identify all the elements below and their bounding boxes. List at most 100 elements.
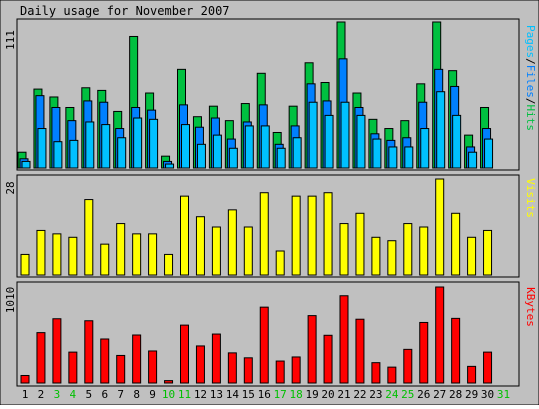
hits-files-pages-ylabel-text-part: /: [524, 58, 537, 65]
visits-bar-day-29: [467, 236, 477, 276]
kbytes-bar-day-27: [435, 286, 445, 384]
kbytes-bar-day-17: [275, 360, 285, 384]
pages-bar-day-11: [181, 124, 190, 169]
day-label-5: 5: [85, 388, 92, 401]
day-label-13: 13: [210, 388, 223, 401]
kbytes-bar-day-20: [323, 334, 333, 384]
pages-bar-day-12: [196, 143, 206, 169]
hits-files-pages-ylabel-text-part: Files: [524, 65, 537, 98]
visits-ylabel-text-part: Visits: [524, 178, 537, 218]
kbytes-bar-day-19: [307, 315, 317, 384]
visits-bar-day-11: [180, 195, 189, 276]
kbytes-bar-day-3: [52, 318, 62, 384]
visits-bar-day-28: [451, 212, 461, 276]
hits-files-pages-ylabel: Pages/Files/Hits: [524, 25, 537, 131]
pages-bar-day-25: [404, 146, 414, 169]
day-label-31: 31: [497, 388, 510, 401]
day-label-24: 24: [385, 388, 399, 401]
day-label-10: 10: [162, 388, 175, 401]
visits-ylabel: Visits: [524, 178, 537, 218]
visits-bar-day-15: [243, 226, 253, 276]
kbytes-bar-day-1: [20, 374, 30, 384]
kbytes-bar-day-10: [164, 380, 174, 384]
day-label-19: 19: [305, 388, 318, 401]
kbytes-bar-day-28: [451, 317, 461, 384]
visits-bar-day-18: [291, 195, 301, 276]
day-axis-labels: 1 2 3 4 5 6 7 8 9 10 11 12 13 14 15 16 17 18 19 20 21 22 23 24 2…: [22, 388, 510, 401]
kbytes-ylabel-text: KBytes: [524, 287, 537, 327]
day-label-27: 27: [433, 388, 446, 401]
hits-files-pages-ylabel-text-part: Hits: [524, 105, 537, 132]
visits-bar-day-26: [419, 226, 429, 276]
kbytes-bar-day-22: [355, 318, 365, 384]
kbytes-panel-max-label: 1010: [4, 287, 17, 314]
day-label-23: 23: [369, 388, 382, 401]
chart-title: Daily usage for November 2007: [20, 4, 230, 18]
day-label-28: 28: [449, 388, 462, 401]
pages-bar-day-14: [228, 147, 238, 169]
visits-ylabel-text: Visits: [524, 178, 537, 218]
visits-bar-day-27: [435, 178, 445, 276]
pages-bar-day-23: [372, 138, 382, 169]
hits-files-pages-ylabel-text-part: /: [524, 98, 537, 105]
pages-bar-day-17: [276, 147, 286, 169]
day-label-3: 3: [54, 388, 61, 401]
pages-bar-day-4: [69, 139, 79, 169]
day-label-29: 29: [465, 388, 478, 401]
pages-bar-day-26: [420, 128, 430, 169]
visits-bar-day-25: [403, 223, 413, 276]
day-label-4: 4: [70, 388, 77, 401]
visits-bar-day-1: [20, 253, 30, 276]
visits-bar-day-9: [148, 233, 158, 276]
kbytes-bar-day-16: [259, 306, 269, 384]
kbytes-bar-day-9: [148, 350, 158, 384]
kbytes-bar-day-15: [243, 357, 253, 384]
day-label-22: 22: [353, 388, 366, 401]
visits-bar-day-24: [387, 240, 397, 276]
day-label-11: 11: [178, 388, 191, 401]
day-label-7: 7: [117, 388, 124, 401]
pages-bar-day-15: [244, 125, 254, 169]
kbytes-bar-day-26: [419, 321, 429, 384]
day-label-2: 2: [38, 388, 45, 401]
pages-bar-day-28: [452, 114, 462, 169]
pages-bar-day-24: [388, 146, 398, 169]
kbytes-bar-day-6: [100, 338, 110, 384]
kbytes-bar-day-8: [132, 334, 142, 384]
visits-bar-day-5: [84, 199, 94, 276]
kbytes-bar-day-5: [84, 320, 94, 384]
hits-panel-max-label: 111: [4, 30, 17, 50]
visits-bar-day-6: [100, 243, 110, 276]
kbytes-bar-day-11: [180, 324, 189, 384]
kbytes-bar-day-12: [195, 345, 205, 384]
day-label-25: 25: [401, 388, 414, 401]
pages-bar-day-13: [212, 134, 222, 169]
kbytes-panel: 1010 KBytes: [4, 281, 537, 387]
kbytes-bar-day-18: [291, 356, 301, 384]
visits-bar-day-19: [307, 195, 317, 276]
hits-files-pages-ylabel-text-part: Pages: [524, 25, 537, 58]
pages-bar-day-3: [53, 141, 63, 169]
visits-bar-day-13: [211, 226, 221, 276]
kbytes-bar-day-7: [116, 354, 126, 384]
day-label-17: 17: [274, 388, 287, 401]
pages-bar-day-27: [436, 91, 446, 169]
day-label-9: 9: [149, 388, 156, 401]
kbytes-bar-day-25: [403, 348, 413, 384]
kbytes-bar-day-30: [483, 351, 493, 384]
pages-bar-day-2: [37, 128, 47, 169]
kbytes-bar-day-24: [387, 366, 397, 384]
kbytes-bar-day-23: [371, 362, 381, 384]
visits-bar-day-30: [483, 229, 493, 276]
visits-bar-day-16: [259, 192, 269, 276]
day-label-21: 21: [337, 388, 350, 401]
hits-files-pages-bars: [17, 21, 494, 169]
visits-bar-day-23: [371, 236, 381, 276]
kbytes-bar-day-13: [211, 333, 221, 384]
day-label-12: 12: [194, 388, 207, 401]
visits-bar-day-14: [227, 209, 237, 276]
pages-bar-day-6: [101, 124, 111, 169]
kbytes-bars: [20, 286, 493, 384]
pages-bar-day-19: [308, 101, 318, 169]
